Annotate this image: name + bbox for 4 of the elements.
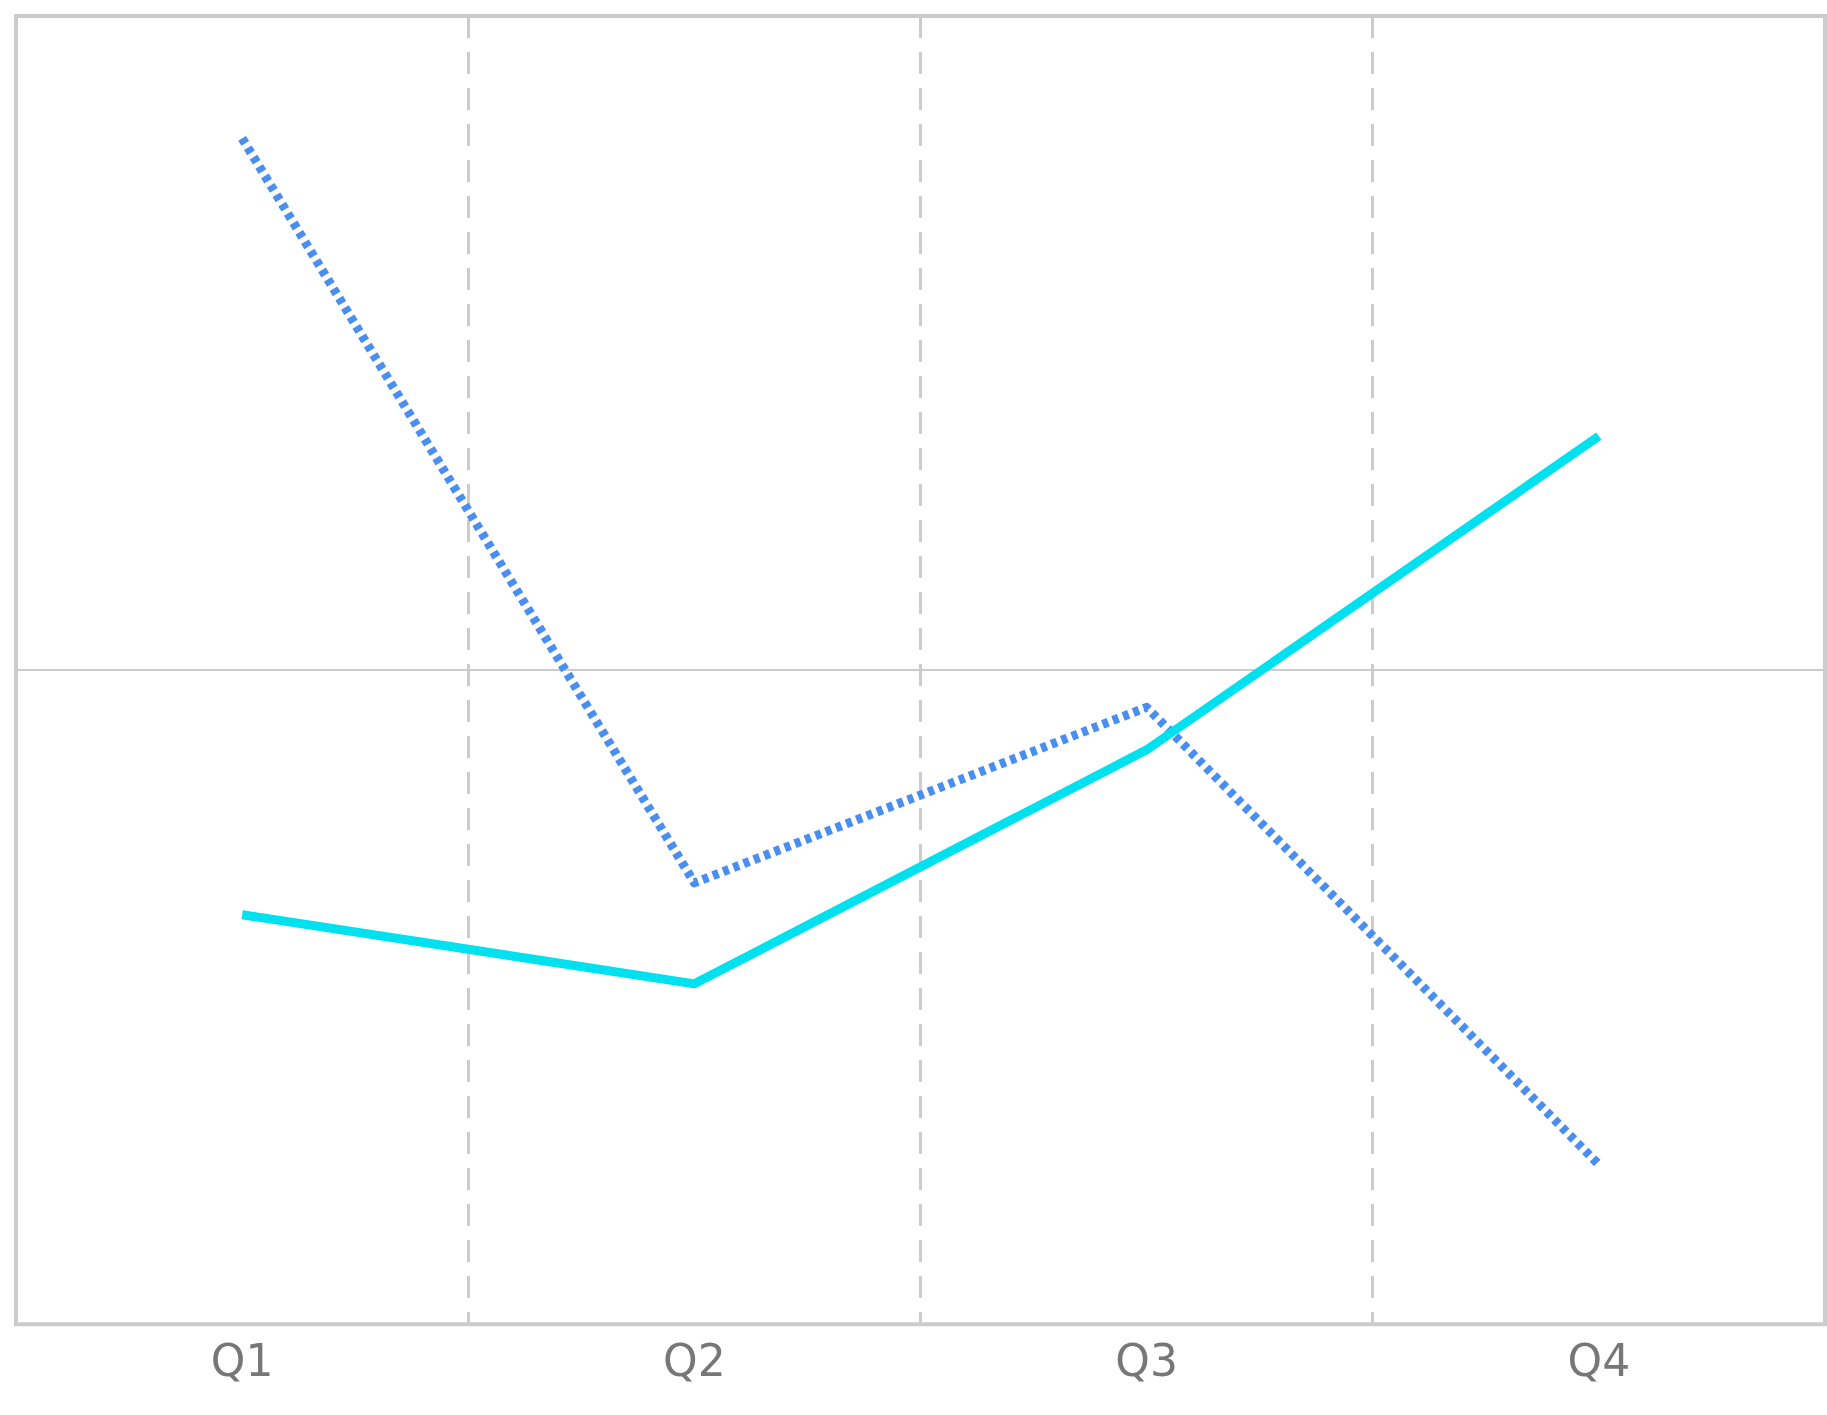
x-tick-label: Q2	[663, 1335, 726, 1387]
x-tick-label: Q1	[210, 1335, 274, 1387]
x-tick-label: Q3	[1115, 1335, 1178, 1387]
x-tick-label: Q4	[1567, 1335, 1631, 1387]
